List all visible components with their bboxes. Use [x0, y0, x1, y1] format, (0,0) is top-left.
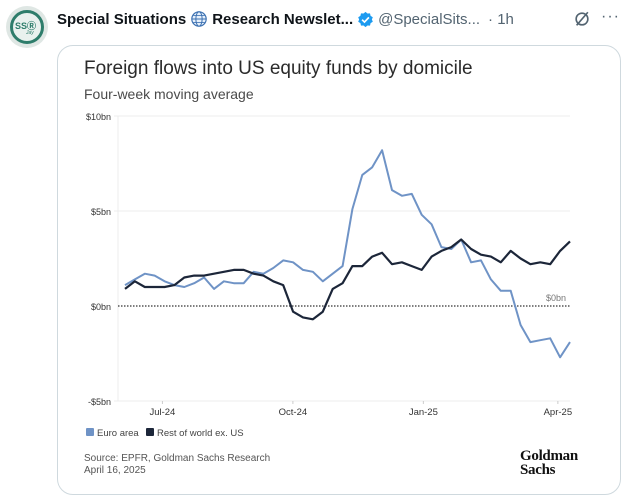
- more-icon[interactable]: ···: [601, 8, 620, 25]
- y-tick-label: $5bn: [91, 207, 111, 217]
- chart-source: Source: EPFR, Goldman Sachs Research Apr…: [84, 453, 270, 477]
- x-tick-label: Oct-24: [279, 407, 308, 418]
- avatar[interactable]: SSⓇ Jay: [6, 6, 48, 48]
- goldman-sachs-logo: Goldman Sachs: [520, 448, 578, 478]
- post-header: Special Situations Research Newslet... @…: [57, 8, 514, 30]
- author-handle[interactable]: @SpecialSits...: [378, 10, 481, 28]
- y-tick-label: -$5bn: [88, 397, 111, 407]
- author-name-2[interactable]: Research Newslet...: [212, 10, 354, 28]
- legend-label: Euro area: [97, 428, 139, 439]
- x-tick-label: Jul-24: [149, 407, 175, 418]
- y-tick-label: $10bn: [86, 112, 111, 122]
- grid-lines: [114, 115, 570, 402]
- source-date: April 16, 2025: [84, 465, 146, 476]
- legend: Euro area Rest of world ex. US: [86, 428, 244, 439]
- avatar-logo: SSⓇ Jay: [10, 10, 44, 44]
- y-tick-label: $0bn: [91, 302, 111, 312]
- legend-swatch: [86, 428, 94, 436]
- legend-label: Rest of world ex. US: [157, 428, 244, 439]
- grok-icon[interactable]: [573, 10, 591, 28]
- series-line-rest-of-world: [124, 238, 571, 321]
- series-lines: [124, 149, 571, 359]
- logo-line-2: Sachs: [520, 462, 556, 478]
- author-name[interactable]: Special Situations: [57, 10, 187, 28]
- x-axis: Jul-24 Oct-24 Jan-25 Apr-25: [149, 401, 572, 418]
- post-time[interactable]: · 1h: [488, 10, 514, 28]
- source-text: Source: EPFR, Goldman Sachs Research: [84, 453, 271, 464]
- avatar-sub: Jay: [26, 30, 34, 36]
- logo-line-1: Goldman: [520, 448, 578, 464]
- zero-line-label: $0bn: [546, 293, 566, 303]
- chart-subtitle: Four-week moving average: [84, 86, 254, 102]
- x-tick-label: Apr-25: [544, 407, 573, 418]
- verified-badge-icon: [358, 11, 373, 27]
- globe-icon: [191, 11, 207, 27]
- series-line-euro-area: [124, 149, 571, 359]
- chart-title: Foreign flows into US equity funds by do…: [84, 58, 473, 79]
- legend-swatch: [146, 428, 154, 436]
- y-axis: $10bn $5bn $0bn -$5bn $0bn: [86, 112, 566, 407]
- avatar-text: SSⓇ: [15, 21, 37, 31]
- x-tick-label: Jan-25: [409, 407, 438, 418]
